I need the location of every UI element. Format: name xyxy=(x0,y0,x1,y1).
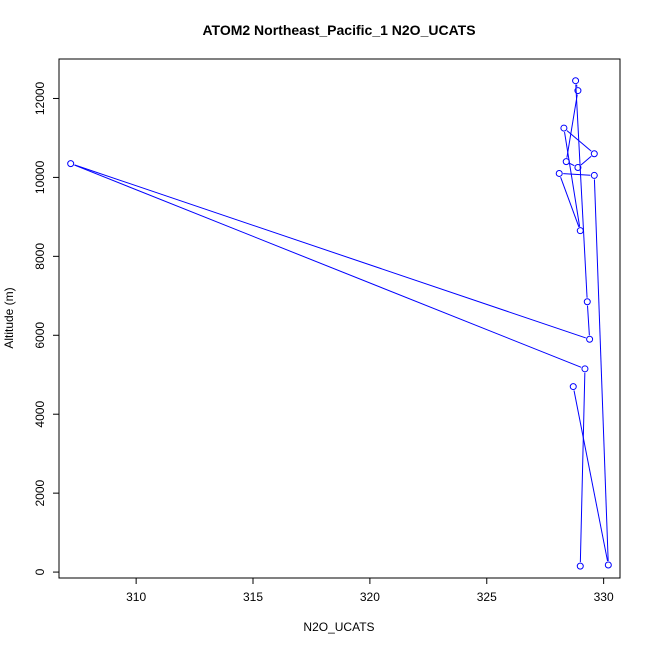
data-point xyxy=(576,227,584,235)
y-tick-label: 12000 xyxy=(33,81,47,115)
data-point xyxy=(576,562,584,570)
x-tick-label: 310 xyxy=(126,590,146,604)
series-segment xyxy=(564,131,581,227)
data-point xyxy=(67,160,75,168)
data-point xyxy=(604,561,612,569)
y-tick-label: 8000 xyxy=(33,243,47,270)
series-segment xyxy=(563,173,591,176)
series-segment xyxy=(74,164,586,339)
data-point xyxy=(583,298,591,306)
data-point xyxy=(574,164,582,172)
data-point xyxy=(572,77,580,85)
series-segment xyxy=(566,130,592,152)
data-point xyxy=(562,158,570,166)
data-point xyxy=(574,87,582,95)
x-tick-label: 330 xyxy=(594,590,614,604)
x-axis-label: N2O_UCATS xyxy=(303,620,374,634)
plot-area-frame xyxy=(58,58,621,579)
y-tick-label: 0 xyxy=(33,568,47,575)
series-segment xyxy=(74,164,582,368)
series-segment xyxy=(575,84,588,298)
data-point xyxy=(590,150,598,158)
series-segment xyxy=(579,372,586,563)
series-segment xyxy=(573,390,609,562)
data-point xyxy=(581,365,589,373)
series-segment xyxy=(593,179,609,561)
chart-title: ATOM2 Northeast_Pacific_1 N2O_UCATS xyxy=(202,22,475,38)
data-point xyxy=(555,169,563,177)
data-point xyxy=(569,383,577,391)
series-segment xyxy=(566,94,578,158)
y-axis-label: Altitude (m) xyxy=(2,287,16,348)
y-tick-label: 10000 xyxy=(33,160,47,194)
series-segment xyxy=(580,155,592,166)
series-layer xyxy=(67,77,612,570)
data-point xyxy=(560,124,568,132)
series-segment xyxy=(569,162,575,167)
series-segment xyxy=(560,177,580,228)
x-tick-label: 325 xyxy=(477,590,497,604)
x-tick-label: 320 xyxy=(360,590,380,604)
y-tick-label: 2000 xyxy=(33,479,47,506)
data-point xyxy=(586,335,594,343)
y-tick-label: 4000 xyxy=(33,401,47,428)
y-tick-label: 6000 xyxy=(33,322,47,349)
data-point xyxy=(590,171,598,179)
x-axis: 310 315 320 325 330 xyxy=(126,578,614,604)
series-segment xyxy=(587,305,590,336)
x-tick-label: 315 xyxy=(243,590,263,604)
y-axis: 0 2000 4000 6000 8000 10000 12000 xyxy=(33,81,59,575)
